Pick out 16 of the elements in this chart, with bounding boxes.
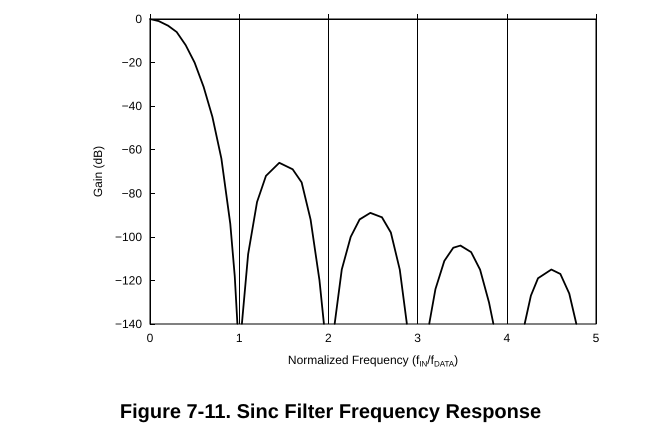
y-tick-label: −40 bbox=[122, 99, 142, 114]
x-tick-label: 0 bbox=[146, 331, 154, 345]
x-tick-label: 1 bbox=[236, 331, 243, 345]
x-tick-label: 5 bbox=[592, 331, 600, 345]
x-tick-label: 3 bbox=[414, 331, 422, 345]
y-tick-label: −60 bbox=[122, 142, 142, 157]
y-tick-label: −20 bbox=[122, 56, 142, 70]
y-tick-label: −140 bbox=[114, 317, 142, 331]
y-tick-label: −80 bbox=[122, 186, 142, 200]
y-axis-title: Gain (dB) bbox=[91, 146, 106, 198]
y-tick-label: 0 bbox=[135, 12, 142, 26]
x-tick-label: 2 bbox=[325, 331, 332, 345]
y-tick-label: −100 bbox=[114, 230, 142, 244]
text: Figure 7-11. Sinc Filter Frequency Response bbox=[120, 401, 542, 423]
x-tick-label: 4 bbox=[503, 331, 510, 345]
y-tick-label: −120 bbox=[114, 273, 142, 288]
